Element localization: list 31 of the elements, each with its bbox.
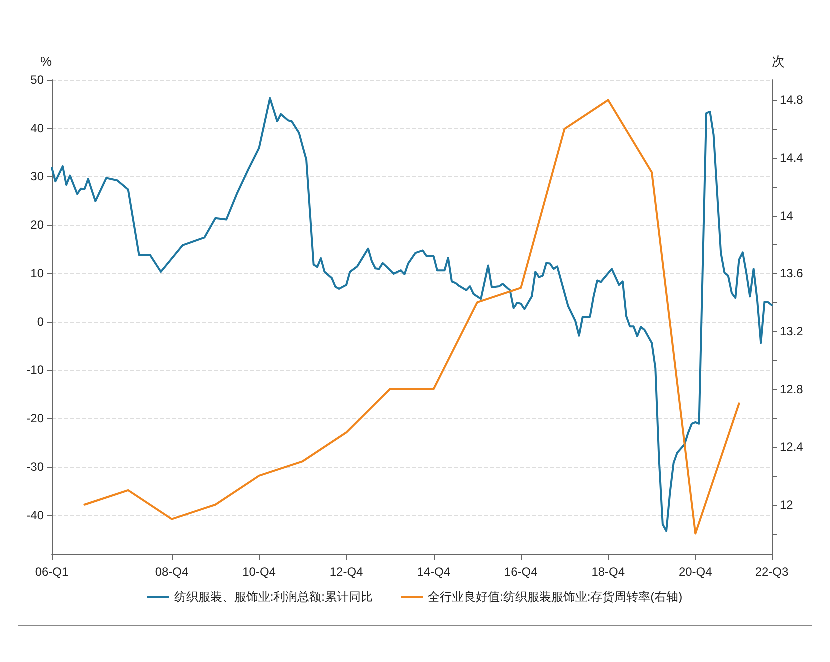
- y-axis-title: %: [40, 54, 52, 69]
- y-tick-label: 0: [37, 314, 44, 329]
- y-tick-label: 50: [30, 73, 44, 87]
- y2-tick-label: 12.4: [780, 440, 804, 454]
- x-tick-label: 06-Q1: [35, 565, 69, 579]
- x-tick-label: 08-Q4: [155, 565, 189, 579]
- y2-tick-label: 13.6: [780, 266, 804, 281]
- y-tick-label: -30: [26, 460, 44, 474]
- x-tick-label: 16-Q4: [504, 565, 538, 579]
- y2-tick-label: 12: [780, 498, 794, 512]
- legend-label: 纺织服装、服饰业:利润总额:累计同比: [174, 590, 374, 604]
- x-tick-label: 22-Q3: [755, 565, 789, 579]
- y-tick-label: -10: [26, 363, 44, 378]
- y-tick-label: 10: [30, 266, 44, 280]
- y-tick-label: 30: [30, 170, 44, 184]
- x-tick-label: 12-Q4: [330, 565, 364, 579]
- x-tick-label: 14-Q4: [417, 565, 451, 579]
- y-tick-label: 40: [30, 121, 44, 136]
- legend-label: 全行业良好值:纺织服装服饰业:存货周转率(右轴): [428, 590, 683, 604]
- x-tick-label: 10-Q4: [242, 565, 276, 579]
- y2-tick-label: 14: [780, 208, 794, 223]
- y2-tick-label: 12.8: [780, 382, 804, 396]
- y2-tick-label: 14.8: [780, 93, 804, 108]
- y2-axis-title: 次: [772, 54, 785, 69]
- y-tick-label: 20: [30, 218, 44, 232]
- y2-tick-label: 14.4: [780, 151, 804, 166]
- y-tick-label: -40: [26, 508, 44, 522]
- x-tick-label: 20-Q4: [678, 565, 713, 579]
- x-tick-label: 18-Q4: [592, 565, 626, 579]
- y2-tick-label: 13.2: [780, 324, 804, 338]
- y-tick-label: -20: [26, 412, 44, 426]
